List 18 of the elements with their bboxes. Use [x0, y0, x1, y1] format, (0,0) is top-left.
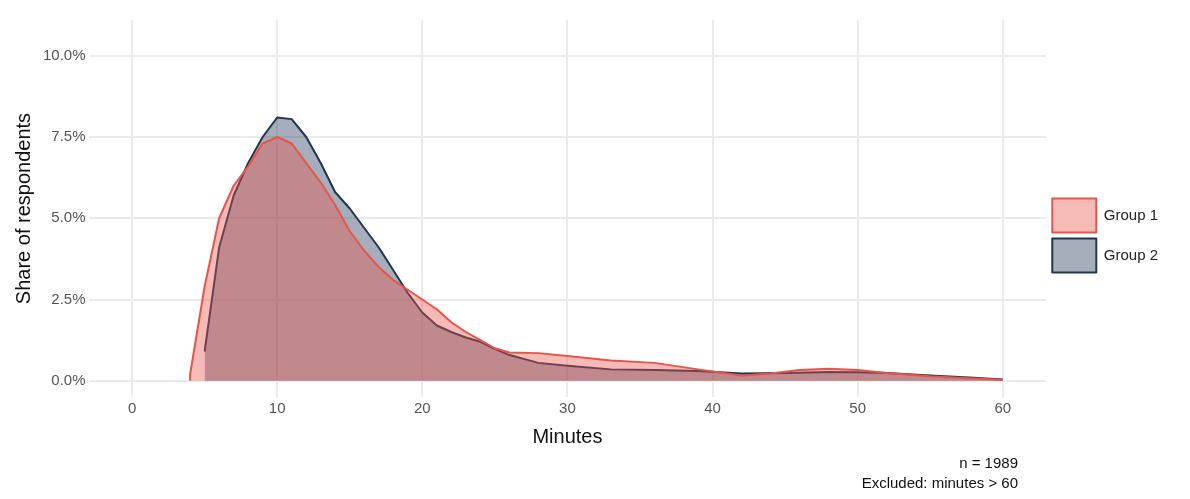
y-tick-label: 0.0%	[51, 370, 86, 388]
x-tick-label: 50	[849, 399, 866, 417]
x-tick-label: 30	[559, 399, 576, 417]
x-tick-label: 10	[268, 399, 286, 417]
x-tick-label: 60	[994, 399, 1012, 417]
y-tick-label: 10.0%	[42, 45, 86, 63]
x-tick-label: 40	[704, 399, 721, 417]
y-tick-label: 5.0%	[51, 208, 86, 226]
y-tick-label: 2.5%	[51, 289, 86, 307]
x-tick-label: 20	[413, 399, 431, 417]
x-tick-label: 0	[127, 399, 137, 417]
x-axis-title: Minutes	[532, 424, 603, 447]
y-axis-title: Share of respondents	[11, 112, 34, 305]
y-tick-label: 7.5%	[51, 127, 86, 145]
text: Excluded: minutes > 60	[860, 473, 1018, 493]
legend-label: Group 1	[1103, 205, 1158, 223]
legend-label: Group 2	[1103, 245, 1158, 263]
text: n = 1989	[958, 453, 1018, 473]
